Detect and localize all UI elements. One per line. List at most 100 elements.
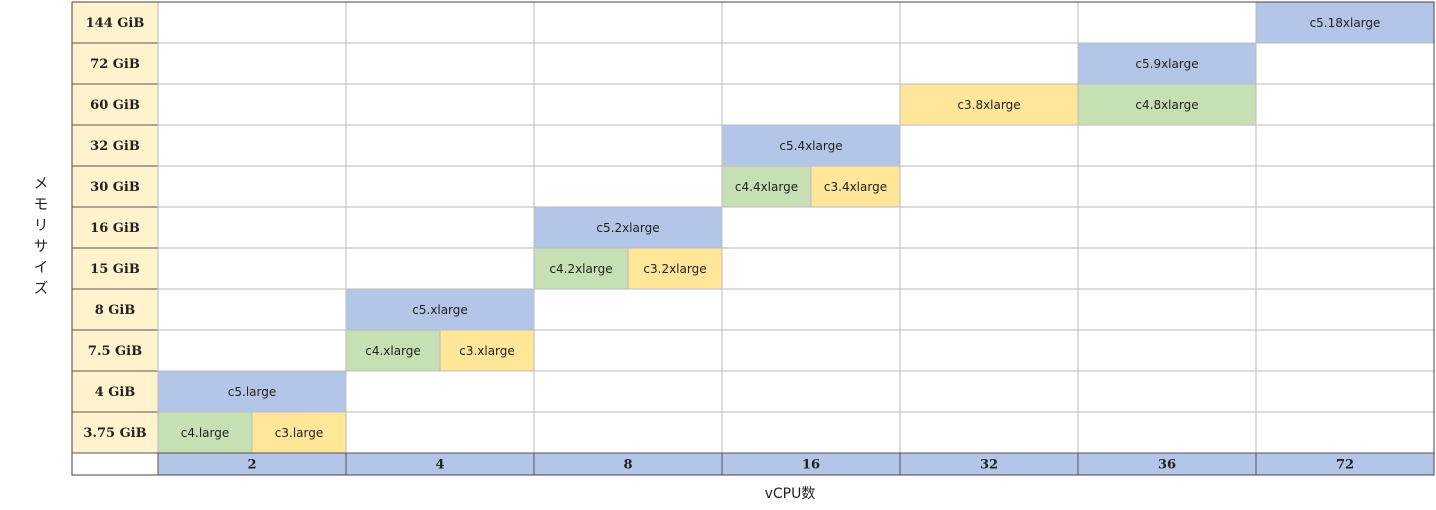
cell: [157, 1, 347, 44]
cell: [899, 329, 1079, 372]
row-label-cell: [71, 206, 159, 249]
cell: [345, 247, 535, 290]
cell: [533, 370, 723, 413]
cell: [721, 247, 901, 290]
cell: [1255, 329, 1435, 372]
cell: [1255, 83, 1435, 126]
cell: [1255, 124, 1435, 167]
cell: [533, 83, 723, 126]
instance-cell: [439, 329, 535, 372]
cell: [899, 206, 1079, 249]
instance-label: c3.xlarge: [459, 344, 515, 358]
row-label: 4 GiB: [95, 385, 136, 400]
cell: [345, 1, 535, 44]
column-header: 72: [1336, 458, 1354, 473]
instance-label: c4.large: [181, 426, 229, 440]
cell: [157, 329, 347, 372]
y-axis-title: メモリサイズ: [32, 175, 50, 301]
cell: [533, 329, 723, 372]
cell: [345, 42, 535, 85]
cell: [721, 411, 901, 454]
cell: [345, 83, 535, 126]
instance-label: c4.8xlarge: [1135, 98, 1198, 112]
cell: [721, 206, 901, 249]
row-label: 60 GiB: [90, 98, 140, 113]
row-label-cell: [71, 411, 159, 454]
row-label-cell: [71, 1, 159, 44]
instance-cell: [721, 165, 812, 208]
cell: [899, 1, 1079, 44]
instance-label: c5.9xlarge: [1135, 57, 1198, 71]
cell: [1077, 411, 1257, 454]
column-header: 32: [980, 458, 998, 473]
cell: [345, 206, 535, 249]
row-label: 3.75 GiB: [83, 426, 146, 441]
instance-label: c5.xlarge: [412, 303, 468, 317]
instance-cell: [810, 165, 901, 208]
instance-label: c5.18xlarge: [1310, 16, 1381, 30]
cell: [533, 165, 723, 208]
cell: [899, 370, 1079, 413]
instance-cell: [721, 124, 901, 167]
cell: [157, 165, 347, 208]
cell: [157, 288, 347, 331]
cell: [1077, 124, 1257, 167]
row-label: 30 GiB: [90, 180, 140, 195]
cell: [1255, 42, 1435, 85]
row-label-cell: [71, 165, 159, 208]
row-label: 15 GiB: [90, 262, 140, 277]
instance-cell: [251, 411, 347, 454]
cell: [1077, 165, 1257, 208]
cell: [1255, 370, 1435, 413]
cell: [899, 124, 1079, 167]
instance-label: c3.2xlarge: [643, 262, 706, 276]
cell: [721, 370, 901, 413]
cell: [1077, 329, 1257, 372]
cell: [533, 124, 723, 167]
cell: [345, 411, 535, 454]
cell: [1255, 206, 1435, 249]
cell: [721, 83, 901, 126]
cell: [157, 83, 347, 126]
cell: [157, 247, 347, 290]
cell: [533, 42, 723, 85]
cell: [345, 165, 535, 208]
cell: [1255, 165, 1435, 208]
column-header: 16: [802, 458, 820, 473]
instance-label: c3.8xlarge: [957, 98, 1020, 112]
row-label-cell: [71, 370, 159, 413]
cell: [533, 288, 723, 331]
cell: [157, 206, 347, 249]
cell: [721, 1, 901, 44]
column-header: 4: [435, 458, 444, 473]
instance-cell: [345, 329, 441, 372]
instance-label: c4.2xlarge: [549, 262, 612, 276]
row-label: 16 GiB: [90, 221, 140, 236]
instance-cell: [533, 206, 723, 249]
cell: [345, 124, 535, 167]
instance-cell: [1077, 83, 1257, 126]
row-label: 72 GiB: [90, 57, 140, 72]
cell: [721, 288, 901, 331]
instance-label: c3.large: [275, 426, 323, 440]
cell: [1077, 247, 1257, 290]
axis-corner: [71, 452, 159, 476]
cell: [1255, 411, 1435, 454]
cell: [721, 329, 901, 372]
cell: [1255, 288, 1435, 331]
instance-cell: [157, 370, 347, 413]
row-label-cell: [71, 247, 159, 290]
cell: [1077, 206, 1257, 249]
cell: [1077, 1, 1257, 44]
instance-label: c4.4xlarge: [735, 180, 798, 194]
column-header: 8: [623, 458, 632, 473]
outer-border: [71, 1, 1435, 476]
row-label-cell: [71, 42, 159, 85]
instance-cell: [1077, 42, 1257, 85]
cell: [899, 165, 1079, 208]
row-label: 32 GiB: [90, 139, 140, 154]
cell: [345, 370, 535, 413]
cell: [899, 247, 1079, 290]
instance-label: c4.xlarge: [365, 344, 421, 358]
